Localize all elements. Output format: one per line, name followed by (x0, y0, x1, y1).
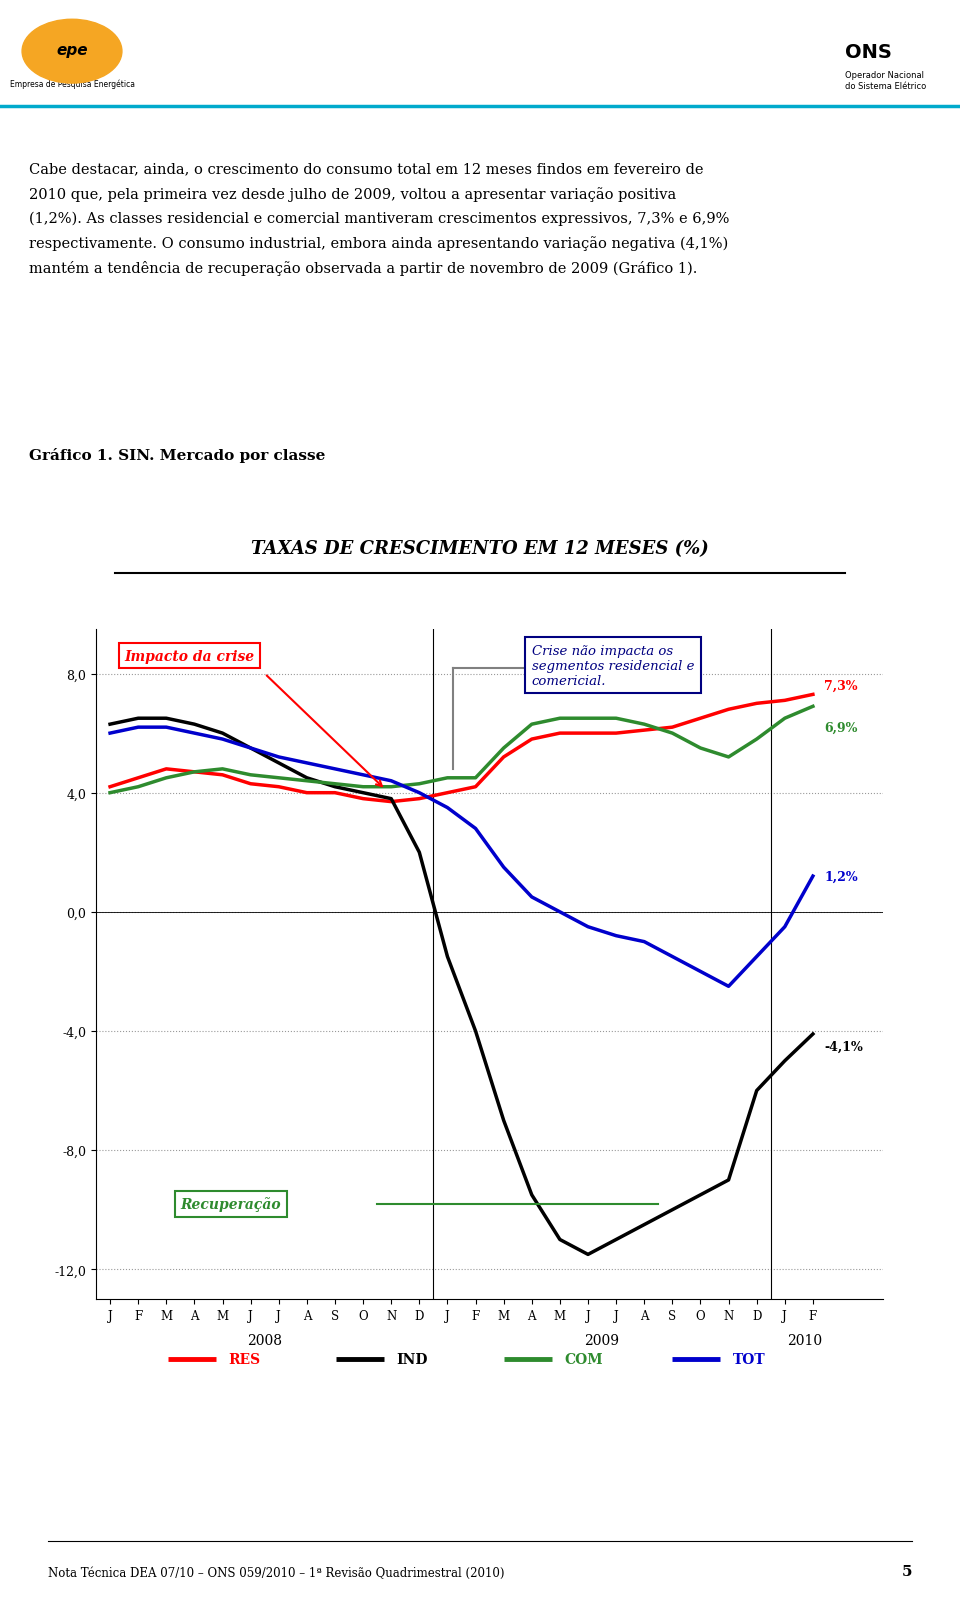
Text: epe: epe (57, 44, 87, 58)
Text: TOT: TOT (732, 1353, 765, 1365)
Text: Operador Nacional
do Sistema Elétrico: Operador Nacional do Sistema Elétrico (845, 71, 926, 90)
Text: COM: COM (564, 1353, 603, 1365)
Text: Empresa de Pesquisa Energética: Empresa de Pesquisa Energética (10, 79, 134, 89)
Text: Cabe destacar, ainda, o crescimento do consumo total em 12 meses findos em fever: Cabe destacar, ainda, o crescimento do c… (29, 163, 730, 276)
Text: 2009: 2009 (585, 1333, 619, 1348)
Text: Gráfico 1. SIN. Mercado por classe: Gráfico 1. SIN. Mercado por classe (29, 447, 325, 463)
Text: Recuperação: Recuperação (180, 1196, 281, 1212)
Text: IND: IND (396, 1353, 428, 1365)
Text: Crise não impacta os
segmentos residencial e
comericial.: Crise não impacta os segmentos residenci… (532, 644, 694, 688)
Text: 2010: 2010 (787, 1333, 822, 1348)
Text: Nota Técnica DEA 07/10 – ONS 059/2010 – 1ª Revisão Quadrimestral (2010): Nota Técnica DEA 07/10 – ONS 059/2010 – … (48, 1566, 505, 1578)
Text: 1,2%: 1,2% (824, 870, 858, 883)
Text: ONS: ONS (845, 42, 892, 61)
Text: 6,9%: 6,9% (824, 721, 857, 734)
Circle shape (22, 21, 122, 84)
Text: -4,1%: -4,1% (824, 1041, 863, 1054)
Text: 7,3%: 7,3% (824, 679, 857, 692)
Text: 2008: 2008 (247, 1333, 282, 1348)
Text: TAXAS DE CRESCIMENTO EM 12 MESES (%): TAXAS DE CRESCIMENTO EM 12 MESES (%) (252, 539, 708, 558)
Text: Impacto da crise: Impacto da crise (124, 649, 254, 663)
Text: 5: 5 (901, 1564, 912, 1578)
Text: RES: RES (228, 1353, 260, 1365)
